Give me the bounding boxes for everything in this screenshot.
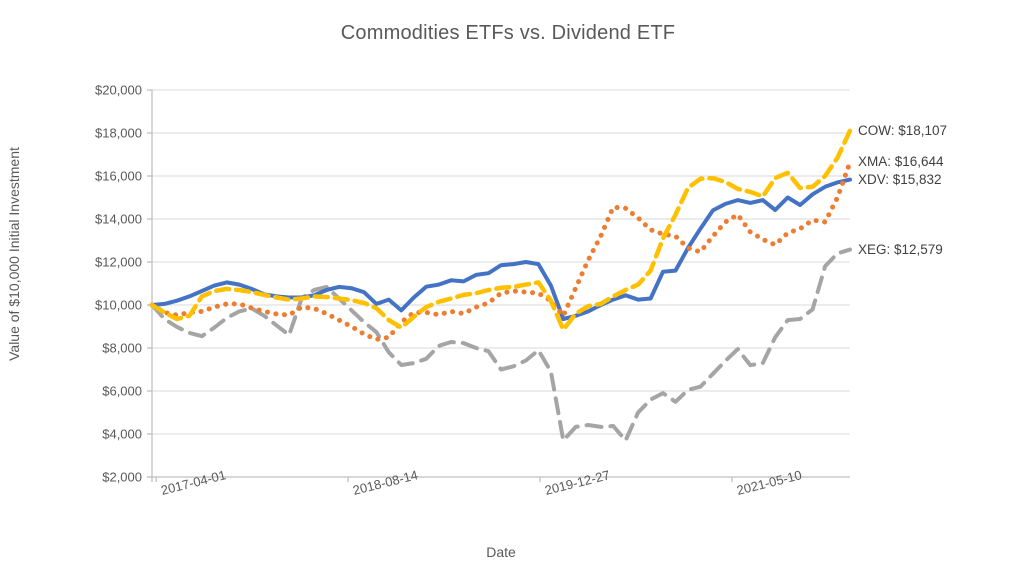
series-label-cow: COW: $18,107 (858, 122, 948, 138)
y-tick-label: $18,000 (95, 126, 142, 141)
series-label-xeg: XEG: $12,579 (858, 241, 943, 257)
series-line-cow (149, 128, 853, 332)
x-tick-label: 2018-08-14 (351, 467, 419, 498)
x-tick-label: 2019-12-27 (543, 467, 611, 498)
y-tick-label: $16,000 (95, 169, 142, 184)
x-axis-title: Date (486, 544, 516, 560)
y-tick-label: $8,000 (102, 341, 142, 356)
chart-title: Commodities ETFs vs. Dividend ETF (340, 22, 676, 44)
series-line-xma (149, 159, 853, 342)
series-line-xdv (150, 177, 852, 321)
y-tick-label: $20,000 (95, 83, 142, 98)
y-tick-label: $6,000 (102, 384, 142, 399)
y-tick-label: $12,000 (95, 255, 142, 270)
y-tick-label: $4,000 (102, 427, 142, 442)
y-tick-label: $2,000 (102, 470, 142, 485)
y-tick-label: $14,000 (95, 212, 142, 227)
x-tick-label: 2017-04-01 (159, 467, 227, 498)
x-tick-label: 2021-05-10 (735, 467, 803, 498)
series-label-xma: XMA: $16,644 (858, 154, 944, 170)
series-label-xdv: XDV: $15,832 (858, 171, 942, 187)
series-line-xeg (150, 247, 852, 443)
y-tick-label: $10,000 (95, 298, 142, 313)
